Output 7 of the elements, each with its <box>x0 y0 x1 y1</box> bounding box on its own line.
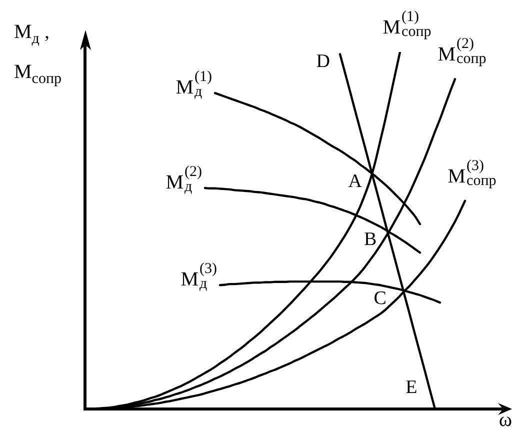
x-axis-title: ω <box>498 409 512 431</box>
annotation: E <box>406 377 418 398</box>
annotation: D <box>316 51 330 72</box>
y-axis-title: M$_{д}$ , M$_{сопр}$ <box>14 21 62 87</box>
annotation: B <box>364 229 377 250</box>
annotation: C <box>374 288 386 310</box>
annotation: A <box>348 170 362 192</box>
